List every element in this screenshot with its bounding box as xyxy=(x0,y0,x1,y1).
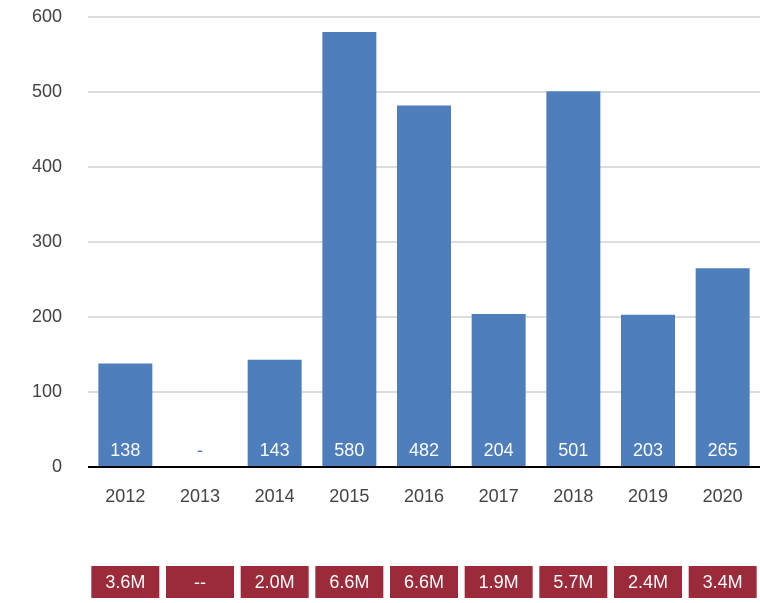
bar xyxy=(695,268,750,467)
y-tick-label: 100 xyxy=(32,381,62,401)
bar xyxy=(546,91,601,467)
y-tick-label: 300 xyxy=(32,231,62,251)
bar xyxy=(397,105,451,467)
y-tick-label: 400 xyxy=(32,156,62,176)
value-label: 265 xyxy=(708,440,738,460)
value-label: - xyxy=(197,440,203,460)
x-tick-label: 2018 xyxy=(553,486,593,506)
footer-box xyxy=(240,566,309,598)
x-tick-label: 2020 xyxy=(703,486,743,506)
value-label: 580 xyxy=(334,440,364,460)
bar xyxy=(322,32,377,467)
value-label: 203 xyxy=(633,440,663,460)
footer-label: 5.7M xyxy=(553,572,593,592)
footer-label: 6.6M xyxy=(329,572,369,592)
x-tick-label: 2013 xyxy=(180,486,220,506)
footer-label: 2.4M xyxy=(628,572,668,592)
value-label: 501 xyxy=(558,440,588,460)
value-label: 204 xyxy=(484,440,514,460)
bar xyxy=(471,314,526,467)
y-tick-label: 200 xyxy=(32,306,62,326)
y-tick-label: 0 xyxy=(52,456,62,476)
x-tick-label: 2016 xyxy=(404,486,444,506)
footer-box xyxy=(539,566,608,598)
footer-box xyxy=(390,566,458,598)
bar xyxy=(98,363,153,467)
footer-label: 3.6M xyxy=(105,572,145,592)
footer-box xyxy=(614,566,682,598)
x-tick-label: 2014 xyxy=(255,486,295,506)
footer-label: 3.4M xyxy=(703,572,743,592)
value-label: 143 xyxy=(260,440,290,460)
value-label: 482 xyxy=(409,440,439,460)
footer-box xyxy=(315,566,384,598)
footer-label: 2.0M xyxy=(255,572,295,592)
bar xyxy=(621,314,675,467)
footer-box xyxy=(688,566,757,598)
x-tick-label: 2019 xyxy=(628,486,668,506)
bar xyxy=(247,359,302,467)
x-tick-label: 2015 xyxy=(329,486,369,506)
footer-label: 1.9M xyxy=(479,572,519,592)
footer-box xyxy=(166,566,234,598)
footer-label: 6.6M xyxy=(404,572,444,592)
x-tick-label: 2012 xyxy=(105,486,145,506)
footer-label: -- xyxy=(194,572,206,592)
footer-box xyxy=(91,566,160,598)
y-tick-label: 600 xyxy=(32,6,62,26)
value-label: 138 xyxy=(110,440,140,460)
footer-box xyxy=(464,566,533,598)
x-tick-label: 2017 xyxy=(479,486,519,506)
y-tick-label: 500 xyxy=(32,81,62,101)
